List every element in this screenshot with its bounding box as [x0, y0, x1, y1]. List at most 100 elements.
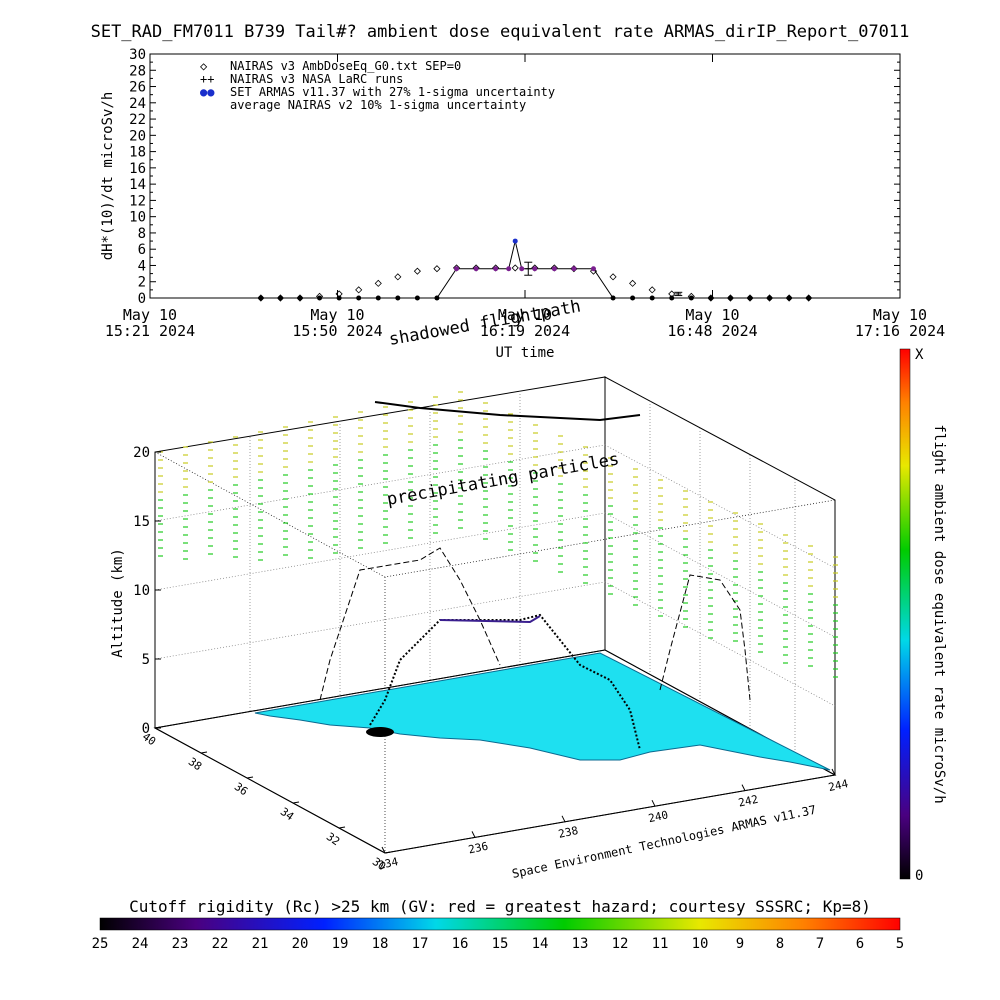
nairas-point [394, 273, 402, 281]
rigidity-tick-label: 23 [172, 936, 189, 952]
y-tick-label: 26 [129, 80, 146, 96]
armas-point [506, 266, 512, 272]
armas-point [806, 295, 812, 301]
rigidity-tick-label: 22 [212, 936, 229, 952]
x-tick-label: 16:19 2024 [480, 322, 570, 340]
nairas-point [433, 265, 441, 273]
nairas-point [413, 267, 421, 275]
y-tick-label: 22 [129, 112, 146, 128]
rigidity-tick-label: 20 [292, 936, 309, 952]
rigidity-tick-label: 9 [736, 936, 744, 952]
armas-point [375, 295, 381, 301]
armas-point [532, 266, 538, 272]
dose-colorbar-bottom: 0 [915, 868, 923, 884]
armas-point [519, 266, 525, 272]
nairas-point [355, 286, 363, 294]
dose-colorbar-top: X [915, 347, 924, 363]
x-tick-label: May 10 [685, 306, 739, 324]
rigidity-tick-label: 24 [132, 936, 149, 952]
armas-point [395, 295, 401, 301]
latitude-tick-label: 34 [278, 805, 297, 823]
altitude-axis: 0 5 10 15 20 [133, 445, 161, 737]
y-tick-label: 0 [138, 291, 146, 307]
latitude-tick-label: 38 [186, 755, 204, 773]
y-tick-label: 18 [129, 145, 146, 161]
legend-item: average NAIRAS v2 10% 1-sigma uncertaint… [230, 98, 527, 112]
x-axis-label: UT time [495, 345, 554, 361]
y-tick-label: 14 [129, 177, 146, 193]
rigidity-colorbar [99, 917, 901, 931]
rigidity-tick-label: 11 [652, 936, 669, 952]
flight-path [369, 613, 641, 751]
x-tick-label: May 10 [123, 306, 177, 324]
altitude-tick-label: 0 [142, 721, 150, 737]
armas-point [356, 295, 362, 301]
x-tick-label: May 10 [498, 306, 552, 324]
armas-point [630, 295, 636, 301]
x-tick-label: 17:16 2024 [855, 322, 945, 340]
longitude-tick-label: 244 [827, 777, 850, 794]
nairas-point [511, 264, 519, 272]
longitude-tick-label: 242 [737, 793, 759, 810]
latitude-tick-label: 30 [370, 855, 388, 873]
legend-item: ◇ NAIRAS v3 AmbDoseEq_G0.txt SEP=0 [200, 59, 462, 73]
armas-point [493, 266, 499, 272]
longitude-tick-label: 240 [647, 808, 669, 825]
shadow-path-top [374, 401, 641, 422]
x-tick-label: 15:21 2024 [105, 322, 195, 340]
x-tick-label: May 10 [310, 306, 364, 324]
dose-colorbar [899, 348, 911, 880]
rigidity-tick-label: 25 [92, 936, 109, 952]
armas-point [786, 295, 792, 301]
rigidity-tick-label: 8 [776, 936, 784, 952]
armas-point [317, 295, 323, 301]
armas-point [551, 266, 557, 272]
armas-point [747, 295, 753, 301]
y-tick-label: 16 [129, 161, 146, 177]
rigidity-tick-label: 17 [412, 936, 429, 952]
rigidity-tick-label: 21 [252, 936, 269, 952]
armas-point [258, 295, 264, 301]
armas-point [277, 295, 283, 301]
shadow-path-left [319, 547, 501, 701]
nairas-point [629, 279, 637, 287]
armas-point [297, 295, 303, 301]
terrain-surface [254, 652, 831, 771]
legend-item: ●● SET ARMAS v11.37 with 27% 1-sigma unce… [200, 85, 556, 99]
page-title: SET_RAD_FM7011 B739 Tail#? ambient dose … [90, 22, 910, 42]
armas-point [669, 295, 675, 301]
longitude-tick-label: 238 [557, 824, 579, 841]
rigidity-tick-label: 10 [692, 936, 709, 952]
longitude-axis: 234 236 238 240 242 244 [377, 768, 850, 872]
altitude-tick-label: 15 [133, 514, 150, 530]
y-tick-label: 2 [138, 275, 146, 291]
rigidity-tick-label: 18 [372, 936, 389, 952]
x-tick-label: 16:48 2024 [667, 322, 757, 340]
latitude-tick-label: 32 [324, 830, 342, 848]
y-tick-label: 24 [129, 96, 146, 112]
y-tick-label: 4 [138, 258, 146, 274]
rigidity-tick-label: 7 [816, 936, 824, 952]
armas-point [434, 295, 440, 301]
rigidity-tick-label: 12 [612, 936, 629, 952]
legend: ◇ NAIRAS v3 AmbDoseEq_G0.txt SEP=0 ++ NAIR… [200, 60, 555, 112]
armas-point [610, 295, 616, 301]
y-tick-label: 12 [129, 193, 146, 209]
precipitating-particles [158, 391, 838, 678]
y-axis-label: dH*(10)/dt microSv/h [100, 92, 116, 261]
altitude-tick-label: 20 [133, 445, 150, 461]
rigidity-tick-label: 14 [532, 936, 549, 952]
three-d-plot: shadowed flightpath precipitating partic… [110, 296, 850, 880]
armas-point [727, 295, 733, 301]
armas-point [336, 295, 342, 301]
armas-point [414, 295, 420, 301]
armas-point [454, 266, 460, 272]
latitude-tick-label: 40 [140, 730, 158, 748]
rigidity-tick-label: 6 [856, 936, 864, 952]
longitude-tick-label: 234 [377, 855, 400, 872]
latitude-tick-label: 36 [232, 780, 250, 798]
armas-point [512, 238, 518, 244]
